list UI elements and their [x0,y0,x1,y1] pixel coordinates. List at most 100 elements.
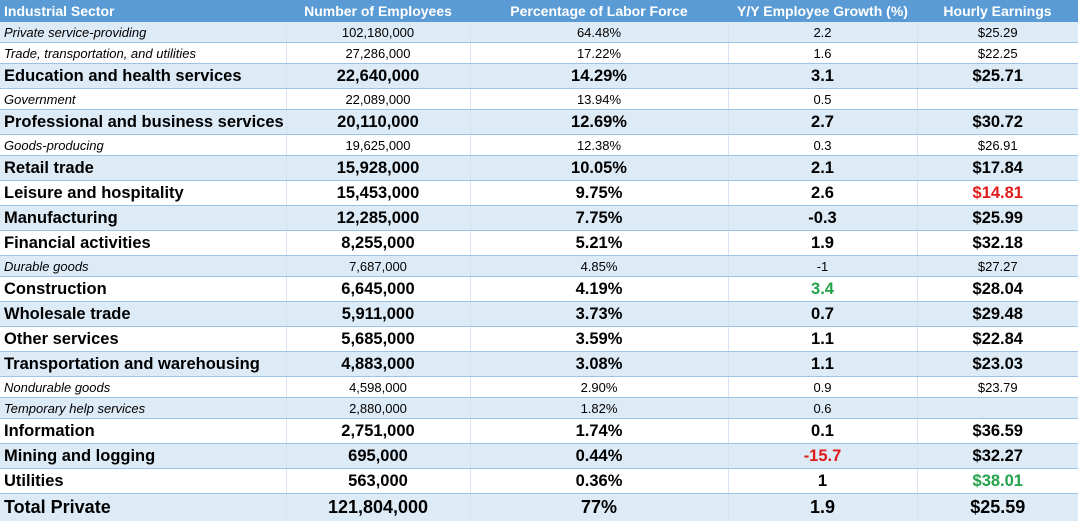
header-hourly-earnings[interactable]: Hourly Earnings [917,0,1078,22]
cell-industrial-sector: Transportation and warehousing [0,351,286,377]
table-row: Temporary help services 2,880,000 1.82% 0.6 [0,397,1078,419]
cell-hourly-earnings: $28.04 [916,276,1078,302]
cell-percentage-of-labor-force: 4.19% [469,276,728,302]
cell-yy-employee-growth: -0.3 [727,205,917,231]
table-row: Goods-producing 19,625,000 12.38% 0.3 $26.91 [0,134,1078,156]
cell-yy-employee-growth: 3.4 [727,276,917,302]
cell-industrial-sector: Utilities [0,468,286,494]
cell-yy-employee-growth: 1.9 [727,493,917,521]
cell-number-of-employees: 15,453,000 [285,180,470,206]
cell-yy-employee-growth: 3.1 [727,63,917,89]
cell-industrial-sector: Total Private [0,493,286,521]
cell-industrial-sector: Other services [0,326,286,352]
cell-hourly-earnings: $38.01 [916,468,1078,494]
table-row: Professional and business services 20,110… [0,109,1078,135]
cell-hourly-earnings: $14.81 [916,180,1078,206]
cell-number-of-employees: 5,911,000 [285,301,470,327]
cell-number-of-employees: 121,804,000 [285,493,470,521]
cell-industrial-sector: Education and health services [0,63,286,89]
cell-percentage-of-labor-force: 9.75% [469,180,728,206]
cell-percentage-of-labor-force: 3.08% [469,351,728,377]
table-row: Trade, transportation, and utilities 27,2… [0,42,1078,64]
cell-number-of-employees: 12,285,000 [285,205,470,231]
cell-number-of-employees: 15,928,000 [285,155,470,181]
cell-number-of-employees: 7,687,000 [285,255,470,277]
cell-yy-employee-growth: 1.6 [727,42,917,64]
cell-hourly-earnings: $36.59 [916,418,1078,444]
cell-industrial-sector: Private service-providing [0,22,286,43]
table-row: Financial activities 8,255,000 5.21% 1.9 $32… [0,230,1078,256]
cell-yy-employee-growth: 0.1 [727,418,917,444]
cell-percentage-of-labor-force: 3.73% [469,301,728,327]
cell-percentage-of-labor-force: 64.48% [469,22,728,43]
cell-number-of-employees: 22,089,000 [285,88,470,110]
cell-number-of-employees: 8,255,000 [285,230,470,256]
cell-hourly-earnings: $23.03 [916,351,1078,377]
cell-industrial-sector: Leisure and hospitality [0,180,286,206]
cell-yy-employee-growth: 1.1 [727,351,917,377]
table-body: Private service-providing 102,180,000 64.4… [0,22,1078,521]
cell-percentage-of-labor-force: 0.44% [469,443,728,469]
cell-percentage-of-labor-force: 14.29% [469,63,728,89]
cell-yy-employee-growth: 0.3 [727,134,917,156]
cell-percentage-of-labor-force: 77% [469,493,728,521]
cell-hourly-earnings: $30.72 [916,109,1078,135]
cell-industrial-sector: Manufacturing [0,205,286,231]
cell-industrial-sector: Construction [0,276,286,302]
cell-yy-employee-growth: 0.6 [727,397,917,419]
cell-yy-employee-growth: 2.1 [727,155,917,181]
cell-number-of-employees: 22,640,000 [285,63,470,89]
cell-percentage-of-labor-force: 3.59% [469,326,728,352]
table-row: Education and health services 22,640,000 1… [0,63,1078,89]
header-number-of-employees[interactable]: Number of Employees [286,0,470,22]
cell-percentage-of-labor-force: 7.75% [469,205,728,231]
cell-hourly-earnings: $22.84 [916,326,1078,352]
cell-hourly-earnings: $17.84 [916,155,1078,181]
cell-hourly-earnings: $25.71 [916,63,1078,89]
cell-industrial-sector: Trade, transportation, and utilities [0,42,286,64]
cell-number-of-employees: 102,180,000 [285,22,470,43]
cell-yy-employee-growth: 1.1 [727,326,917,352]
table-row: Manufacturing 12,285,000 7.75% -0.3 $25.99 [0,205,1078,231]
cell-industrial-sector: Financial activities [0,230,286,256]
cell-number-of-employees: 695,000 [285,443,470,469]
cell-yy-employee-growth: 0.7 [727,301,917,327]
header-industrial-sector[interactable]: Industrial Sector [0,0,286,22]
cell-number-of-employees: 19,625,000 [285,134,470,156]
cell-industrial-sector: Retail trade [0,155,286,181]
cell-hourly-earnings: $25.29 [916,22,1078,43]
header-percentage-of-labor-force[interactable]: Percentage of Labor Force [470,0,728,22]
cell-yy-employee-growth: 2.6 [727,180,917,206]
cell-percentage-of-labor-force: 13.94% [469,88,728,110]
cell-yy-employee-growth: 0.5 [727,88,917,110]
cell-percentage-of-labor-force: 12.69% [469,109,728,135]
cell-yy-employee-growth: 1.9 [727,230,917,256]
cell-hourly-earnings: $29.48 [916,301,1078,327]
cell-industrial-sector: Durable goods [0,255,286,277]
table-row: Wholesale trade 5,911,000 3.73% 0.7 $29.48 [0,301,1078,327]
table-row: Private service-providing 102,180,000 64.4… [0,22,1078,43]
cell-hourly-earnings: $26.91 [916,134,1078,156]
cell-industrial-sector: Government [0,88,286,110]
cell-industrial-sector: Mining and logging [0,443,286,469]
cell-industrial-sector: Temporary help services [0,397,286,419]
cell-number-of-employees: 20,110,000 [285,109,470,135]
cell-number-of-employees: 4,598,000 [285,376,470,398]
cell-number-of-employees: 5,685,000 [285,326,470,352]
cell-hourly-earnings: $32.27 [916,443,1078,469]
cell-hourly-earnings: $25.59 [916,493,1078,521]
cell-hourly-earnings [916,88,1078,110]
header-yy-employee-growth[interactable]: Y/Y Employee Growth (%) [728,0,917,22]
cell-yy-employee-growth: -15.7 [727,443,917,469]
cell-hourly-earnings: $27.27 [916,255,1078,277]
cell-industrial-sector: Nondurable goods [0,376,286,398]
cell-hourly-earnings: $25.99 [916,205,1078,231]
table-row: Government 22,089,000 13.94% 0.5 [0,88,1078,110]
cell-industrial-sector: Goods-producing [0,134,286,156]
table-row: Transportation and warehousing 4,883,000 3… [0,351,1078,377]
table-row: Leisure and hospitality 15,453,000 9.75% 2.… [0,180,1078,206]
header-row: Industrial Sector Number of Employees Pe… [0,0,1078,22]
cell-number-of-employees: 2,880,000 [285,397,470,419]
table-row: Nondurable goods 4,598,000 2.90% 0.9 $23.79 [0,376,1078,398]
